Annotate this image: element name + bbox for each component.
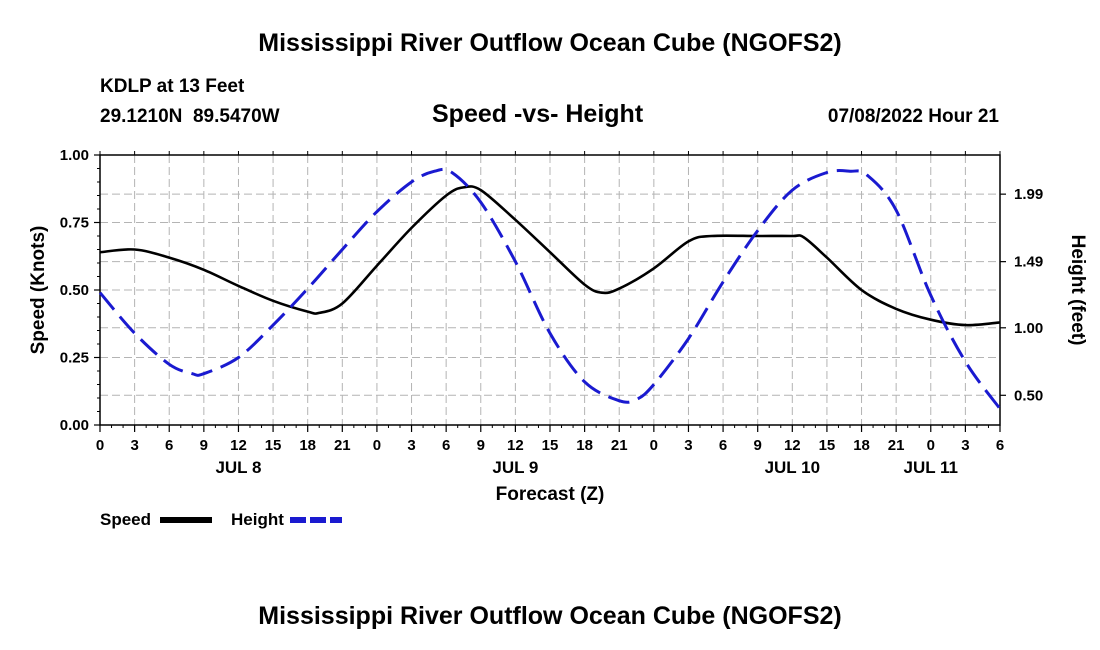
legend-height-label: Height [231,510,284,529]
x-tick-label: 9 [477,437,485,454]
legend-speed-label: Speed [100,510,151,529]
legend: Speed Height [100,510,342,529]
day-label: JUL 11 [904,458,959,477]
x-tick-label: 18 [299,437,316,454]
series-layer [98,167,1002,410]
x-tick-label: 0 [927,437,935,454]
y-tick-label: 0.00 [60,417,89,434]
x-tick-label: 6 [165,437,173,454]
x-tick-label: 0 [650,437,658,454]
x-tick-label: 6 [442,437,450,454]
x-tick-label: 12 [230,437,247,454]
page-title-top: Mississippi River Outflow Ocean Cube (NG… [258,29,842,57]
series-line-height [98,167,1002,410]
day-label: JUL 8 [215,458,261,477]
y-tick-label: 1.00 [60,147,89,164]
day-label: JUL 10 [765,458,820,477]
x-tick-label: 15 [542,437,559,454]
forecast-date: 07/08/2022 Hour 21 [827,106,999,127]
x-tick-label: 3 [961,437,969,454]
y2-tick-label: 1.00 [1014,320,1043,337]
x-tick-label: 9 [754,437,762,454]
x-tick-label: 15 [265,437,282,454]
x-tick-label: 9 [200,437,208,454]
y2-tick-label: 0.50 [1014,387,1043,404]
station-label: KDLP at 13 Feet [100,76,245,97]
x-tick-label: 3 [684,437,692,454]
y2-axis-label: Height (feet) [1067,235,1088,346]
y-axis-label: Speed (Knots) [28,226,49,355]
x-tick-label: 21 [611,437,628,454]
x-tick-label: 6 [996,437,1004,454]
x-axis-label: Forecast (Z) [496,484,605,505]
x-tick-label: 18 [576,437,593,454]
x-tick-label: 0 [96,437,104,454]
y-tick-label: 0.75 [60,215,89,232]
y2-tick-label: 1.99 [1014,186,1043,203]
x-tick-label: 3 [130,437,138,454]
station-coordinates: 29.1210N 89.5470W [100,106,280,127]
grid-lines [100,155,1000,425]
x-tick-label: 12 [784,437,801,454]
x-tick-label: 21 [888,437,905,454]
series-line-speed [99,185,1001,327]
x-tick-label: 21 [334,437,351,454]
x-tick-label: 6 [719,437,727,454]
axes: 0 3 6 9 12 15 18 21 0 3 6 9 12 15 18 21 0 3 6 9 12 15 18 21 0 3 6 J… [60,147,1043,477]
x-tick-label: 18 [853,437,870,454]
x-tick-label: 12 [507,437,524,454]
y-tick-label: 0.25 [60,350,89,367]
day-label: JUL 9 [492,458,538,477]
chart-subtitle: Speed -vs- Height [432,100,644,128]
x-tick-label: 3 [407,437,415,454]
y2-tick-label: 1.49 [1014,254,1043,271]
x-tick-label: 0 [373,437,381,454]
x-tick-label: 15 [819,437,836,454]
page-title-bottom: Mississippi River Outflow Ocean Cube (NG… [258,602,842,630]
y-tick-label: 0.50 [60,282,89,299]
